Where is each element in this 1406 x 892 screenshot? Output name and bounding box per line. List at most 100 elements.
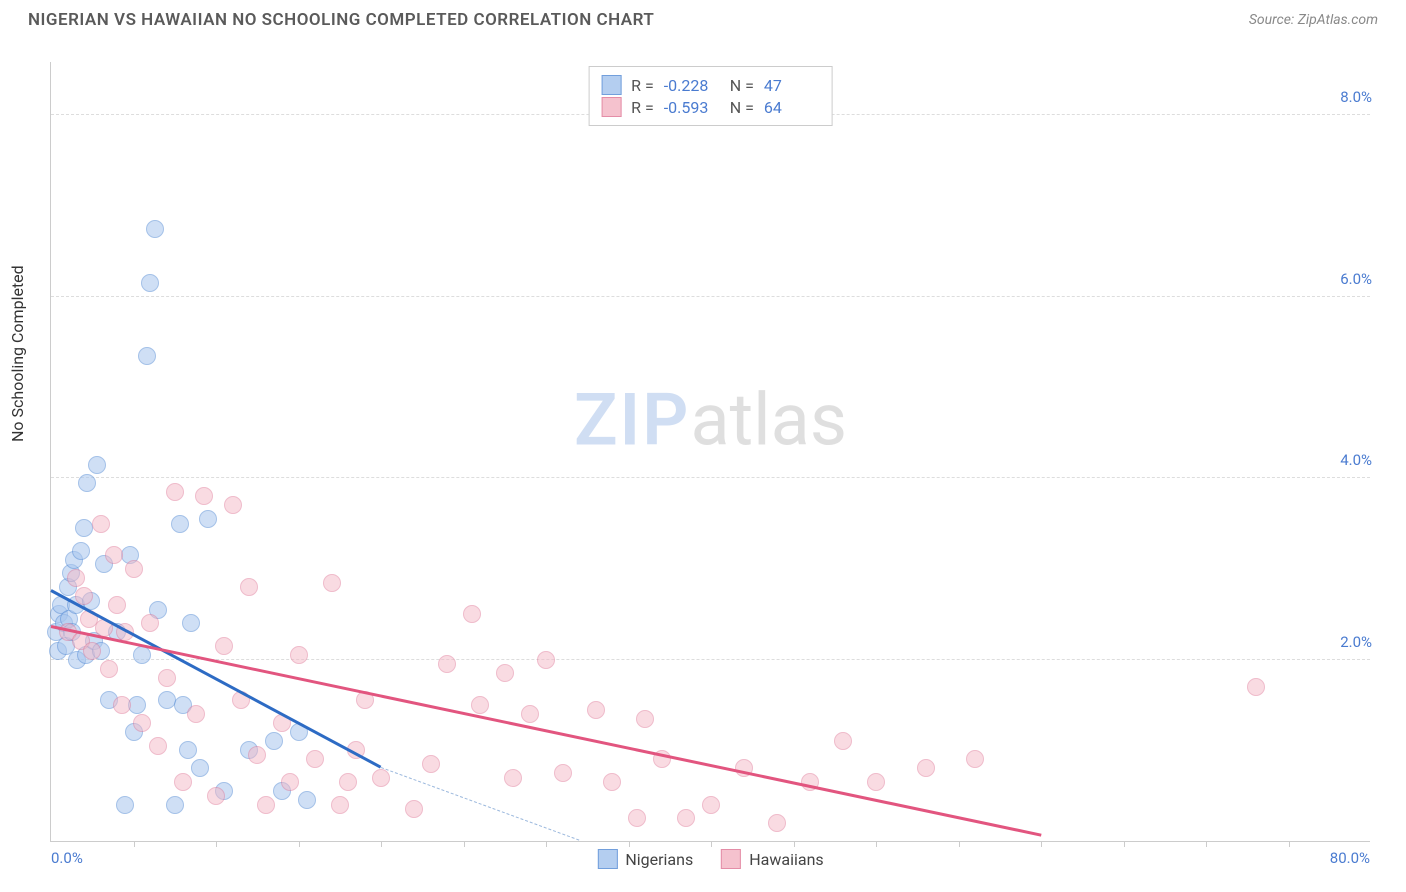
trend-line [50, 589, 381, 768]
data-point [768, 814, 786, 832]
data-point [339, 773, 357, 791]
data-point [166, 796, 184, 814]
data-point [83, 642, 101, 660]
data-point [108, 596, 126, 614]
y-tick-label: 2.0% [1334, 633, 1372, 651]
data-point [702, 796, 720, 814]
x-minor-tick [546, 841, 547, 847]
data-point [133, 714, 151, 732]
data-point [504, 769, 522, 787]
data-point [298, 791, 316, 809]
data-point [372, 769, 390, 787]
x-minor-tick [299, 841, 300, 847]
data-point [182, 614, 200, 632]
chart-title: NIGERIAN VS HAWAIIAN NO SCHOOLING COMPLE… [28, 10, 654, 30]
chart-container: No Schooling Completed ZIPatlas R = -0.2… [0, 42, 1406, 892]
data-point [146, 220, 164, 238]
data-point [191, 759, 209, 777]
data-point [215, 637, 233, 655]
data-point [966, 750, 984, 768]
gridline [51, 296, 1370, 297]
data-point [92, 515, 110, 533]
data-point [1247, 678, 1265, 696]
data-point [463, 605, 481, 623]
data-point [133, 646, 151, 664]
data-point [187, 705, 205, 723]
data-point [306, 750, 324, 768]
data-point [834, 732, 852, 750]
y-axis-label: No Schooling Completed [8, 265, 27, 442]
data-point [677, 809, 695, 827]
n-value-hawaiians: 64 [764, 98, 820, 117]
x-minor-tick [1041, 841, 1042, 847]
x-minor-tick [1206, 841, 1207, 847]
data-point [331, 796, 349, 814]
data-point [195, 487, 213, 505]
stats-legend: R = -0.228 N = 47 R = -0.593 N = 64 [588, 66, 833, 126]
data-point [113, 696, 131, 714]
data-point [248, 746, 266, 764]
plot-area: ZIPatlas R = -0.228 N = 47 R = -0.593 N … [50, 62, 1370, 842]
x-minor-tick [216, 841, 217, 847]
y-tick-label: 6.0% [1334, 270, 1372, 288]
series-legend: Nigerians Hawaiians [597, 849, 823, 869]
x-minor-tick [629, 841, 630, 847]
data-point [224, 496, 242, 514]
data-point [265, 732, 283, 750]
data-point [405, 800, 423, 818]
data-point [141, 614, 159, 632]
data-point [100, 660, 118, 678]
r-value-nigerians: -0.228 [664, 76, 720, 95]
r-label: R = [631, 76, 654, 95]
legend-swatch-nigerians [597, 849, 617, 869]
r-value-hawaiians: -0.593 [664, 98, 720, 117]
data-point [207, 787, 225, 805]
x-minor-tick [959, 841, 960, 847]
x-tick-min: 0.0% [51, 849, 83, 867]
data-point [496, 664, 514, 682]
x-minor-tick [1289, 841, 1290, 847]
data-point [125, 560, 143, 578]
y-tick-label: 8.0% [1334, 88, 1372, 106]
data-point [179, 741, 197, 759]
stats-row-nigerians: R = -0.228 N = 47 [601, 75, 820, 95]
swatch-hawaiians [601, 97, 621, 117]
data-point [78, 474, 96, 492]
chart-header: NIGERIAN VS HAWAIIAN NO SCHOOLING COMPLE… [0, 0, 1406, 38]
data-point [171, 515, 189, 533]
data-point [72, 542, 90, 560]
x-minor-tick [711, 841, 712, 847]
data-point [257, 796, 275, 814]
data-point [636, 710, 654, 728]
stats-row-hawaiians: R = -0.593 N = 64 [601, 97, 820, 117]
data-point [116, 796, 134, 814]
x-minor-tick [1124, 841, 1125, 847]
legend-label-hawaiians: Hawaiians [749, 850, 823, 869]
data-point [88, 456, 106, 474]
data-point [149, 737, 167, 755]
watermark-atlas: atlas [690, 378, 847, 463]
data-point [138, 347, 156, 365]
data-point [587, 701, 605, 719]
data-point [240, 578, 258, 596]
data-point [158, 691, 176, 709]
x-minor-tick [794, 841, 795, 847]
data-point [917, 759, 935, 777]
swatch-nigerians [601, 75, 621, 95]
x-minor-tick [876, 841, 877, 847]
source-name: ZipAtlas.com [1298, 12, 1378, 28]
x-minor-tick [464, 841, 465, 847]
data-point [554, 764, 572, 782]
data-point [105, 546, 123, 564]
data-point [521, 705, 539, 723]
x-minor-tick [381, 841, 382, 847]
source-attribution: Source: ZipAtlas.com [1249, 12, 1378, 28]
y-tick-label: 4.0% [1334, 451, 1372, 469]
data-point [422, 755, 440, 773]
data-point [323, 574, 341, 592]
n-label: N = [730, 98, 754, 117]
data-point [75, 519, 93, 537]
data-point [537, 651, 555, 669]
x-minor-tick [134, 841, 135, 847]
data-point [158, 669, 176, 687]
